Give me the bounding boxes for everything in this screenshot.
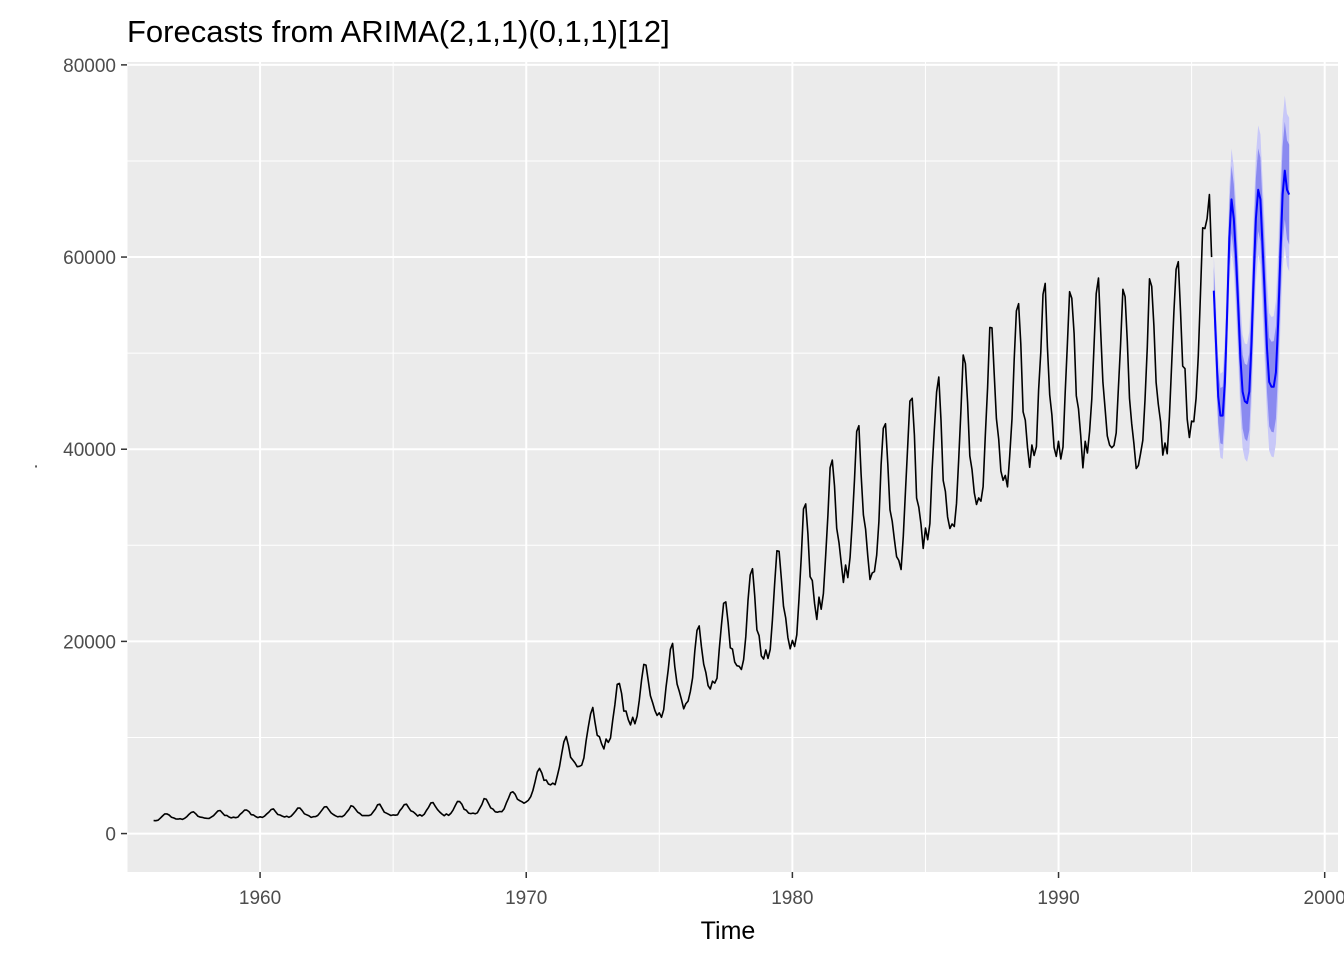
major-gridlines <box>127 62 1338 872</box>
series-layer <box>153 169 1291 822</box>
x-tick-label: 1960 <box>239 888 281 909</box>
x-tick-label: 1980 <box>771 888 813 909</box>
forecast-line <box>1212 169 1291 417</box>
minor-gridlines <box>126 62 1338 872</box>
x-axis-title: Time <box>701 917 756 945</box>
x-tick-label: 1970 <box>505 888 547 909</box>
y-tick-label: 60000 <box>63 248 116 269</box>
y-tick-label: 0 <box>105 825 116 846</box>
history-line <box>153 193 1213 822</box>
y-tick-label: 40000 <box>63 440 116 461</box>
y-tick-label: 80000 <box>63 56 116 77</box>
x-tick-label: 1990 <box>1037 888 1079 909</box>
axes-layer: 1960 1970 1980 1990 200002000040000600008000… <box>63 56 1344 909</box>
y-tick-label: 20000 <box>63 632 116 653</box>
chart-title: Forecasts from ARIMA(2,1,1)(0,1,1)[12] <box>127 14 670 49</box>
y-axis-title-marker: · <box>33 456 39 477</box>
x-tick-label: 2000 <box>1304 888 1344 909</box>
plot-panel <box>127 62 1338 872</box>
